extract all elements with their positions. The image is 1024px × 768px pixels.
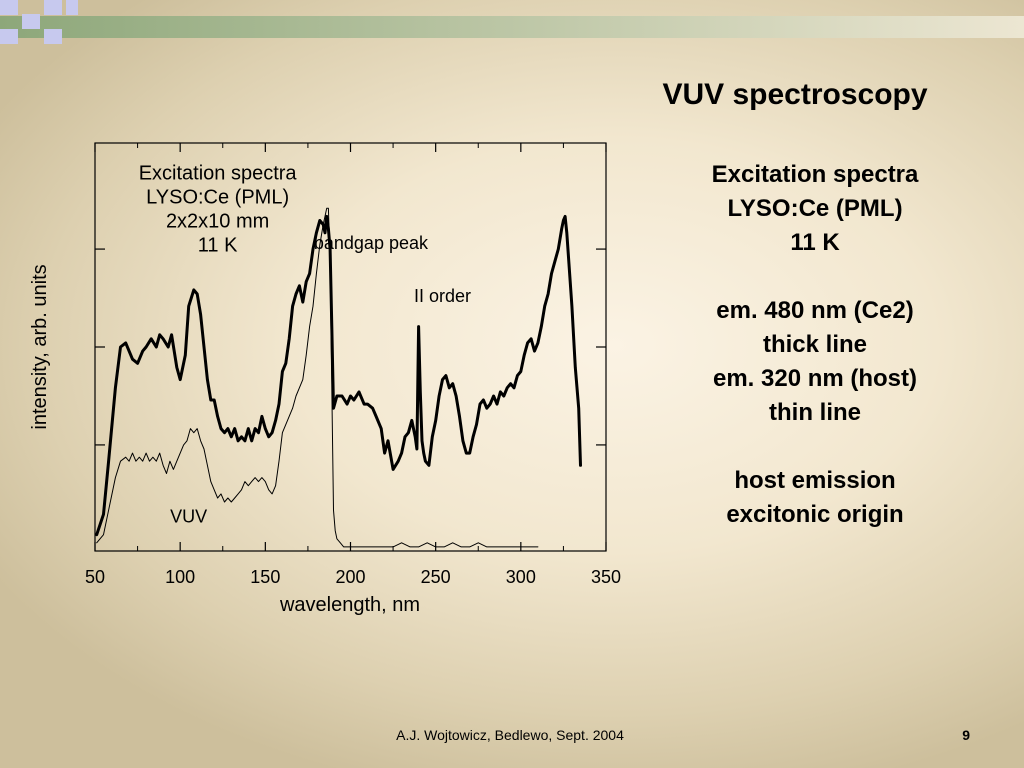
thick-spectrum-line: [95, 214, 582, 537]
chart-annotation: Excitation spectra: [139, 163, 298, 185]
chart-annotation: VUV: [170, 506, 207, 526]
side-line: thin line: [769, 399, 861, 426]
x-axis-label: wavelength, nm: [279, 594, 420, 616]
page-number: 9: [962, 727, 970, 743]
header-decoration: [0, 0, 1024, 44]
side-line: em. 480 nm (Ce2): [716, 297, 914, 324]
x-tick-label: 150: [250, 567, 280, 587]
chart-annotation: LYSO:Ce (PML): [146, 187, 289, 209]
side-spacer: [640, 430, 990, 464]
chart-annotation: bandgap peak: [314, 233, 429, 253]
side-spacer: [640, 260, 990, 294]
chart-annotation: II order: [414, 286, 471, 306]
side-line: 11 K: [790, 229, 840, 256]
x-tick-label: 50: [85, 567, 105, 587]
side-line: em. 320 nm (host): [712, 365, 918, 392]
x-tick-label: 350: [591, 567, 621, 587]
side-line: thick line: [762, 331, 868, 358]
slide-title: VUV spectroscopy: [662, 78, 928, 111]
side-line: host emission: [734, 467, 896, 494]
x-tick-label: 200: [335, 567, 365, 587]
x-tick-label: 250: [421, 567, 451, 587]
side-line: Excitation spectra: [711, 161, 919, 188]
chart-annotation: 11 K: [198, 235, 238, 257]
excitation-spectra-chart: 50 100 150 200 250 300 350 Excitation spectraL…: [29, 142, 621, 616]
side-description: Excitation spectra LYSO:Ce (PML) 11 K em…: [640, 158, 990, 532]
side-line: excitonic origin: [726, 501, 904, 528]
side-line: LYSO:Ce (PML): [727, 195, 903, 222]
x-tick-label: 300: [506, 567, 536, 587]
chart-annotation: 2x2x10 mm: [166, 211, 269, 233]
x-tick-label: 100: [165, 567, 195, 587]
footer-credit: A.J. Wojtowicz, Bedlewo, Sept. 2004: [396, 727, 624, 743]
y-axis-label: intensity, arb. units: [29, 264, 51, 429]
thin-spectrum-line: [96, 207, 539, 548]
